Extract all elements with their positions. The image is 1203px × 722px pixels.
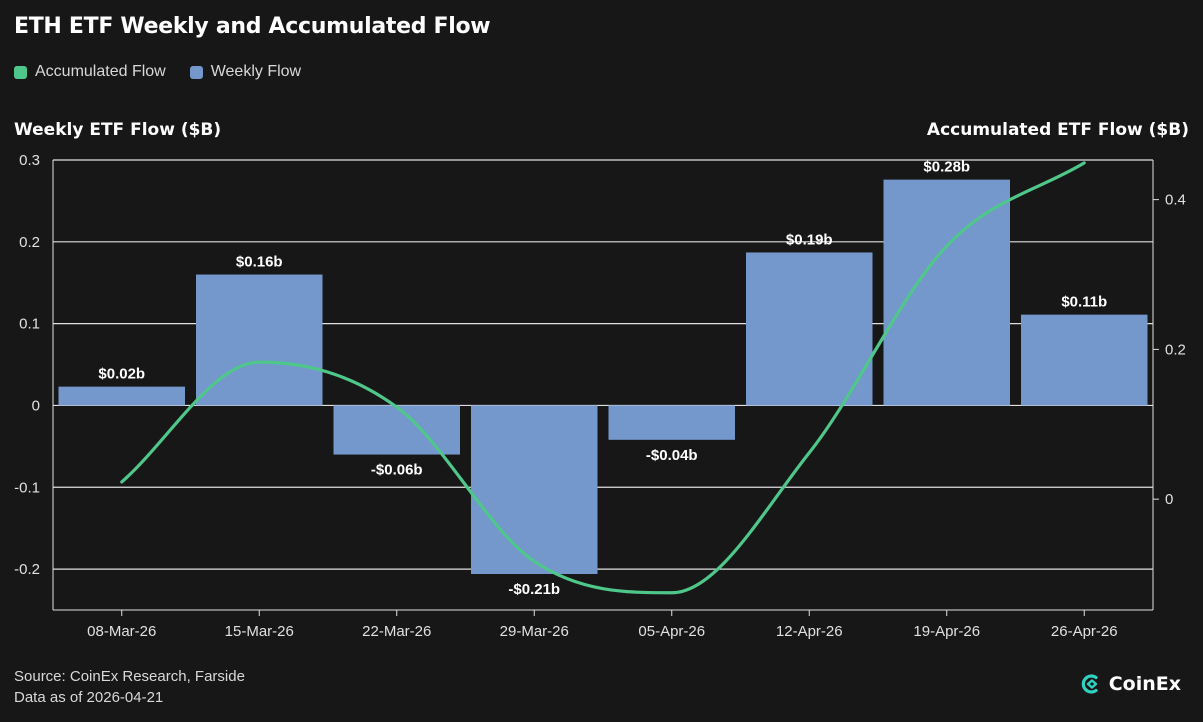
- bar-value-label: -$0.21b: [508, 581, 560, 598]
- x-tick-label: 05-Apr-26: [638, 623, 705, 640]
- y-axis-title-right: Accumulated ETF Flow ($B): [926, 120, 1189, 140]
- y-tick-label-left: -0.2: [14, 561, 40, 578]
- weekly-flow-bar: [196, 274, 323, 406]
- coinex-logo: CoinEx: [1079, 672, 1181, 696]
- coinex-logo-text: CoinEx: [1108, 673, 1181, 695]
- x-tick-label: 22-Mar-26: [362, 623, 431, 640]
- x-tick-label: 26-Apr-26: [1051, 623, 1118, 640]
- legend-swatch-accumulated: [14, 65, 27, 79]
- x-tick-label: 19-Apr-26: [913, 623, 980, 640]
- y-tick-label-left: -0.1: [14, 479, 40, 496]
- weekly-flow-bar: [746, 252, 873, 406]
- y-tick-label-right: 0.4: [1165, 192, 1186, 209]
- bar-value-label: $0.16b: [236, 254, 283, 271]
- legend-swatch-weekly: [189, 65, 203, 79]
- legend-label-accumulated: Accumulated Flow: [35, 63, 166, 80]
- weekly-flow-bar: [1021, 314, 1148, 406]
- y-tick-label-left: 0.1: [19, 316, 40, 333]
- bar-value-label: -$0.04b: [646, 447, 698, 464]
- y-axis-title-left: Weekly ETF Flow ($B): [14, 120, 222, 140]
- bar-value-label: $0.11b: [1061, 294, 1107, 311]
- legend-label-weekly: Weekly Flow: [210, 63, 302, 80]
- bar-value-label: $0.02b: [98, 366, 145, 383]
- y-tick-label-left: 0.3: [19, 152, 40, 169]
- x-tick-label: 29-Mar-26: [500, 623, 569, 640]
- accumulated-flow-line: [120, 161, 1086, 595]
- footer: Source: CoinEx Research, Farside Data as…: [14, 666, 245, 708]
- legend-item-accumulated[interactable]: Accumulated Flow: [14, 63, 166, 81]
- x-tick-label: 15-Mar-26: [225, 623, 294, 640]
- bar-value-label: $0.28b: [923, 159, 970, 176]
- x-tick-label: 12-Apr-26: [776, 623, 843, 640]
- weekly-flow-bar: [608, 405, 735, 440]
- y-tick-label-left: 0: [32, 397, 40, 414]
- y-tick-label-right: 0: [1165, 491, 1173, 508]
- weekly-flow-bar: [883, 179, 1010, 406]
- x-tick-label: 08-Mar-26: [87, 623, 156, 640]
- data-date-note: Data as of 2026-04-21: [14, 689, 164, 706]
- bar-value-label: -$0.06b: [371, 462, 423, 479]
- chart-title: ETH ETF Weekly and Accumulated Flow: [14, 14, 491, 39]
- y-tick-label-left: 0.2: [19, 234, 40, 251]
- source-note: Source: CoinEx Research, Farside: [14, 668, 245, 685]
- y-tick-label-right: 0.2: [1165, 341, 1186, 358]
- coinex-logo-icon: [1081, 674, 1098, 694]
- weekly-flow-bar: [58, 386, 185, 406]
- legend: Accumulated Flow Weekly Flow: [14, 63, 301, 81]
- weekly-flow-bar: [333, 405, 460, 455]
- legend-item-weekly[interactable]: Weekly Flow: [189, 63, 302, 81]
- weekly-flow-bar: [471, 405, 598, 574]
- bar-value-label: $0.19b: [786, 231, 833, 248]
